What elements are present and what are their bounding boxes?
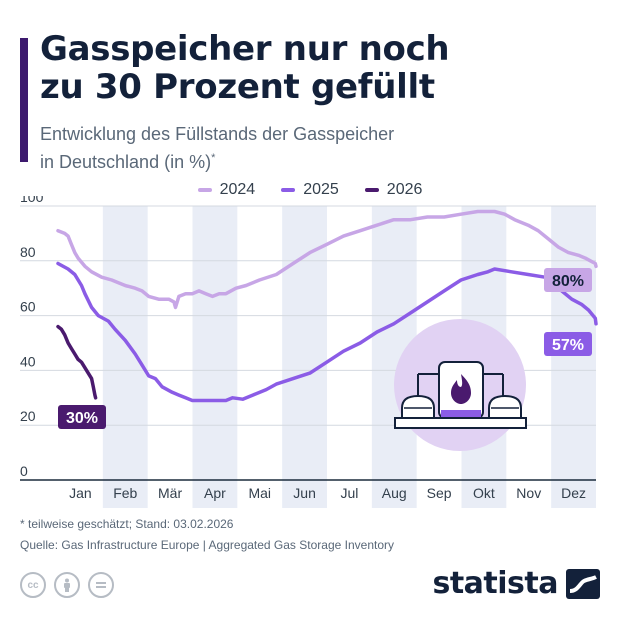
brand-name: statista xyxy=(432,566,558,601)
series-line-2025 xyxy=(56,261,598,403)
y-tick-label-40: 40 xyxy=(20,353,36,369)
end-label-2025: 57% xyxy=(552,337,584,354)
x-tick-label-jan: Jan xyxy=(69,485,92,501)
chart-subtitle-line2: in Deutschland (in %)* xyxy=(40,146,600,174)
cc-icon[interactable]: cc xyxy=(20,572,46,598)
subtitle-footnote-mark: * xyxy=(211,152,216,164)
gas-icon-tank-level xyxy=(441,410,481,417)
x-tick-label-jul: Jul xyxy=(340,485,358,501)
series-lines xyxy=(56,209,598,403)
legend-item-2026: 2026 xyxy=(364,178,423,202)
x-tick-label-nov: Nov xyxy=(516,485,541,501)
y-tick-label-60: 60 xyxy=(20,299,36,315)
y-tick-label-20: 20 xyxy=(20,408,36,424)
legend-label-2025: 2025 xyxy=(303,181,339,198)
equals-icon[interactable] xyxy=(88,572,114,598)
chart-title-line1: Gasspeicher nur noch xyxy=(40,29,450,69)
y-tick-label-100: 100 xyxy=(20,196,44,205)
gas-icon-base xyxy=(394,417,527,429)
x-tick-label-apr: Apr xyxy=(204,485,226,501)
legend-swatch-2025 xyxy=(281,188,296,192)
x-tick-label-sep: Sep xyxy=(427,485,452,501)
x-tick-label-dez: Dez xyxy=(561,485,586,501)
x-axis: Jan Feb Mär Apr Mai Jun Jul Aug Sep Okt Nov Dez xyxy=(69,485,586,501)
chart-title: Gasspeicher nur noch zu 30 Prozent gefül… xyxy=(40,30,600,106)
legend-label-2024: 2024 xyxy=(219,181,256,198)
month-bands xyxy=(102,206,596,508)
title-accent-bar xyxy=(20,38,28,162)
month-band-feb xyxy=(102,206,148,508)
x-tick-label-jun: Jun xyxy=(293,485,316,501)
legend-item-2025: 2025 xyxy=(281,178,339,202)
gas-icon-flame xyxy=(451,374,471,404)
end-label-bg-2026 xyxy=(58,405,106,429)
end-label-bg-2024 xyxy=(544,268,592,292)
chart-subtitle: Entwicklung des Füllstands der Gasspeich… xyxy=(40,122,600,174)
series-line-2024 xyxy=(56,209,598,310)
month-band-dez xyxy=(551,206,596,508)
x-tick-label-mär: Mär xyxy=(158,485,182,501)
gas-storage-icon xyxy=(394,319,527,451)
chart-subtitle-line1: Entwicklung des Füllstands der Gasspeich… xyxy=(40,124,395,144)
chart-title-line2: zu 30 Prozent gefüllt xyxy=(40,67,435,107)
line-chart: 0 20 40 60 80 100 Jan Feb Mär Apr Mai Jun Jul Aug Sep… xyxy=(20,196,598,508)
legend-swatch-2024 xyxy=(197,188,212,192)
person-icon[interactable] xyxy=(54,572,80,598)
x-tick-label-feb: Feb xyxy=(113,485,137,501)
y-tick-label-80: 80 xyxy=(20,244,36,260)
end-label-2024: 80% xyxy=(552,273,584,290)
legend-item-2024: 2024 xyxy=(197,178,256,202)
source-note: Quelle: Gas Infrastructure Europe | Aggr… xyxy=(20,538,394,552)
license-icons: cc xyxy=(20,572,114,598)
series-line-2026 xyxy=(56,324,98,400)
end-label-bg-2025 xyxy=(544,332,592,356)
month-band-jun xyxy=(282,206,327,508)
legend-label-2026: 2026 xyxy=(386,181,423,198)
statista-logo-icon xyxy=(566,568,600,599)
statista-logo[interactable]: statista xyxy=(432,566,600,601)
gas-icon-dome-left xyxy=(401,394,435,419)
end-labels: 80% 57% 30% xyxy=(58,268,592,429)
end-label-2026: 30% xyxy=(66,410,98,427)
x-tick-label-aug: Aug xyxy=(382,485,407,501)
footnote: * teilweise geschätzt; Stand: 03.02.2026 xyxy=(20,517,234,531)
month-band-apr xyxy=(192,206,238,508)
y-tick-label-0: 0 xyxy=(20,463,28,479)
chart-legend: 2024 2025 2026 xyxy=(0,178,620,202)
legend-swatch-2026 xyxy=(364,188,379,192)
x-tick-label-okt: Okt xyxy=(473,485,495,501)
x-tick-label-mai: Mai xyxy=(248,485,271,501)
gas-icon-dome-right xyxy=(488,394,522,419)
chart-subtitle-line2-text: in Deutschland (in %) xyxy=(40,152,212,172)
y-axis: 0 20 40 60 80 100 xyxy=(20,196,44,479)
